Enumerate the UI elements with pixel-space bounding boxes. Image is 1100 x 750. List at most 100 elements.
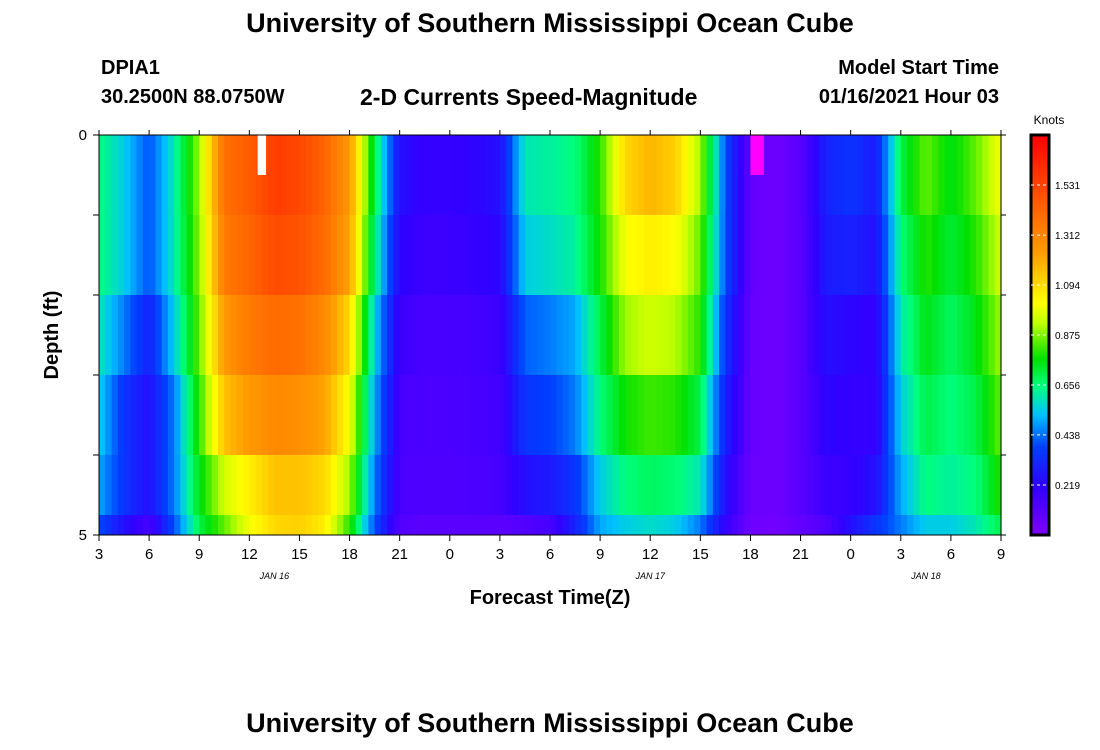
heatmap-cell xyxy=(468,215,476,296)
heatmap-cell xyxy=(944,455,952,516)
heatmap-cell xyxy=(593,515,601,536)
heatmap-cell xyxy=(468,375,476,456)
heatmap-cell xyxy=(537,455,545,516)
heatmap-cell xyxy=(130,295,138,376)
heatmap-cell xyxy=(518,215,526,296)
heatmap-cell xyxy=(550,515,557,536)
heatmap-cell xyxy=(819,515,827,536)
heatmap-cell xyxy=(105,295,113,376)
heatmap-cell xyxy=(186,135,194,216)
heatmap-cell xyxy=(274,295,282,376)
heatmap-cell xyxy=(775,215,783,296)
heatmap-cell xyxy=(900,135,908,216)
heatmap-cell xyxy=(249,295,257,376)
heatmap-cell xyxy=(449,135,457,216)
heatmap-cell xyxy=(186,375,194,456)
x-tick-label: 18 xyxy=(742,546,759,563)
heatmap-cell xyxy=(343,515,351,536)
heatmap-cell xyxy=(656,295,664,376)
heatmap-cell xyxy=(556,295,564,376)
heatmap-cell xyxy=(919,135,927,216)
heatmap-cell xyxy=(543,375,551,456)
heatmap-cell xyxy=(155,215,163,296)
heatmap-cell xyxy=(161,515,169,536)
heatmap-cell xyxy=(794,515,802,536)
heatmap-cell xyxy=(130,455,138,516)
heatmap-cell xyxy=(418,455,426,516)
heatmap-cell xyxy=(556,455,564,516)
heatmap-cell xyxy=(105,375,113,456)
heatmap-cell xyxy=(606,375,614,456)
heatmap-cell xyxy=(481,375,488,456)
heatmap-cell xyxy=(405,515,413,536)
heatmap-cell xyxy=(888,515,896,536)
heatmap-cell xyxy=(130,375,138,456)
heatmap-cell xyxy=(719,215,726,296)
heatmap-cell xyxy=(355,295,363,376)
heatmap-cell xyxy=(775,455,783,516)
heatmap-cell xyxy=(907,455,914,516)
heatmap-cell xyxy=(174,515,182,536)
heatmap-cell xyxy=(982,295,990,376)
heatmap-cell xyxy=(756,295,764,376)
heatmap-cell xyxy=(274,375,282,456)
heatmap-cell xyxy=(387,375,394,456)
heatmap-cell xyxy=(869,455,877,516)
heatmap-cell xyxy=(650,295,658,376)
heatmap-cell xyxy=(681,295,689,376)
heatmap-cell xyxy=(493,135,501,216)
heatmap-cell xyxy=(869,295,877,376)
heatmap-cell xyxy=(894,375,902,456)
heatmap-cell xyxy=(637,515,645,536)
heatmap-cell xyxy=(211,215,219,296)
heatmap-cell xyxy=(975,455,983,516)
heatmap-cell xyxy=(656,515,664,536)
heatmap-cell xyxy=(449,515,457,536)
heatmap-cell xyxy=(737,375,745,456)
heatmap-cell xyxy=(318,135,326,216)
heatmap-cell xyxy=(794,135,802,216)
heatmap-cell xyxy=(894,215,902,296)
heatmap-cell xyxy=(575,295,582,376)
heatmap-cell xyxy=(856,135,864,216)
heatmap-cell xyxy=(349,215,357,296)
heatmap-cell xyxy=(481,215,488,296)
heatmap-cell xyxy=(380,135,388,216)
heatmap-cell xyxy=(750,455,758,516)
heatmap-cell xyxy=(280,515,288,536)
heatmap-cell xyxy=(186,455,194,516)
heatmap-cell xyxy=(199,135,207,216)
heatmap-cell xyxy=(293,455,301,516)
heatmap-cell xyxy=(575,135,582,216)
min-marker xyxy=(750,135,764,175)
heatmap-cell xyxy=(656,455,664,516)
heatmap-cell xyxy=(637,295,645,376)
heatmap-cell xyxy=(631,215,639,296)
heatmap-cell xyxy=(900,455,908,516)
heatmap-cell xyxy=(487,215,495,296)
heatmap-cell xyxy=(856,515,864,536)
heatmap-cell xyxy=(600,375,607,456)
heatmap-cell xyxy=(612,295,620,376)
heatmap-cell xyxy=(806,455,814,516)
heatmap-cell xyxy=(424,295,432,376)
heatmap-cell xyxy=(788,375,795,456)
heatmap-cell xyxy=(731,515,739,536)
x-tick-label: 9 xyxy=(596,546,604,563)
heatmap-cell xyxy=(537,295,545,376)
heatmap-cell xyxy=(349,135,357,216)
heatmap-cell xyxy=(330,515,338,536)
heatmap-cell xyxy=(330,455,338,516)
heatmap-cell xyxy=(286,375,294,456)
heatmap-cell xyxy=(575,215,582,296)
heatmap-cell xyxy=(982,135,990,216)
heatmap-cell xyxy=(568,455,576,516)
heatmap-cell xyxy=(806,295,814,376)
x-tick-label: 6 xyxy=(546,546,554,563)
x-tick-label: 3 xyxy=(897,546,905,563)
heatmap-cell xyxy=(568,375,576,456)
heatmap-cell xyxy=(218,215,225,296)
heatmap-cell xyxy=(149,135,156,216)
heatmap-cell xyxy=(211,515,219,536)
heatmap-cell xyxy=(487,515,495,536)
